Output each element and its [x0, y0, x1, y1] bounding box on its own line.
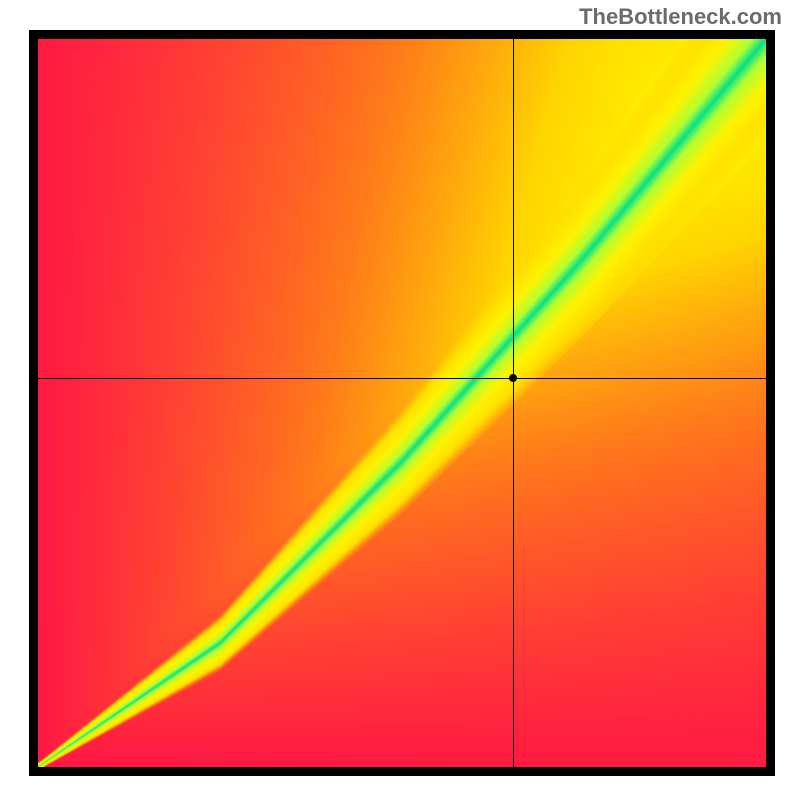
crosshair-horizontal — [38, 378, 766, 379]
watermark-text: TheBottleneck.com — [579, 4, 782, 30]
chart-container: TheBottleneck.com — [0, 0, 800, 800]
crosshair-vertical — [513, 39, 514, 767]
heatmap-canvas — [38, 39, 766, 767]
crosshair-point — [509, 374, 517, 382]
